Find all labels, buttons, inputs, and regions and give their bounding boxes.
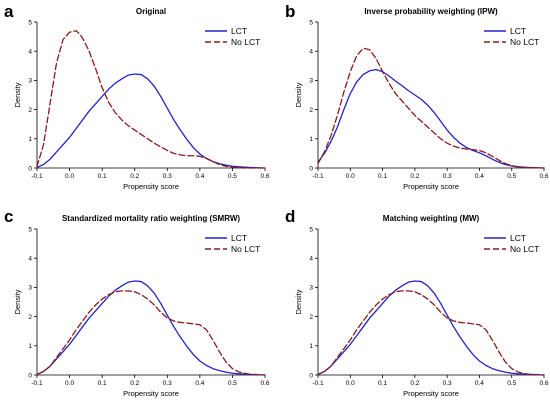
x-tick-label: 0.2 [130,380,139,387]
panel-title: Original [136,7,166,16]
y-tick-label: 5 [28,19,32,26]
x-tick-label: 0.4 [475,380,484,387]
x-tick-label: 0.1 [98,380,107,387]
y-tick-label: 0 [28,372,32,379]
y-tick-label: 0 [28,165,32,172]
series-line-no-lct [317,290,545,376]
y-axis-label: Density [13,289,22,314]
panel-letter: d [285,207,295,226]
legend-label: No LCT [231,37,260,47]
legend-label: LCT [510,26,526,36]
x-tick-label: 0.2 [410,173,419,180]
series-line-no-lct [317,47,545,169]
x-tick-label: 0.5 [228,380,237,387]
x-tick-label: -0.1 [31,173,43,180]
y-tick-label: 1 [309,343,313,350]
y-tick-label: 1 [309,136,313,143]
y-tick-label: 5 [309,226,313,233]
series-line-no-lct [36,290,266,376]
legend-label: No LCT [510,37,539,47]
x-tick-label: 0.6 [260,380,269,387]
y-tick-label: 1 [28,136,32,143]
series-line-lct [36,280,266,376]
y-axis-label: Density [294,82,303,107]
x-tick-label: 0.0 [346,173,355,180]
panel-a: a Original 0 1 2 3 4 5 -0.1 0.0 0.1 0.2 0.3 0.4 0.5 0.6… [4,2,270,191]
legend-label: LCT [510,233,526,243]
y-tick-label: 2 [309,107,313,114]
x-tick-label: 0.2 [410,380,419,387]
x-tick-label: 0.3 [443,380,452,387]
x-axis-label: Propensity score [403,389,459,398]
y-tick-label: 2 [309,314,313,321]
series-line-lct [317,68,545,169]
y-axis-label: Density [13,82,22,107]
x-axis-label: Propensity score [403,182,459,191]
y-tick-label: 4 [28,256,32,263]
panel-title: Matching weighting (MW) [383,214,480,223]
panel-d: d Matching weighting (MW) 0 1 2 3 4 5 -0.1 0.0 0.1… [285,207,549,398]
y-tick-label: 4 [309,49,313,56]
x-tick-label: 0.3 [163,380,172,387]
x-tick-label: 0.3 [163,173,172,180]
y-tick-label: 2 [28,314,32,321]
y-tick-label: 3 [28,285,32,292]
x-tick-label: -0.1 [31,380,43,387]
series-line-lct [36,73,266,169]
x-tick-label: -0.1 [312,173,324,180]
x-tick-label: 0.0 [346,380,355,387]
x-tick-label: 0.3 [443,173,452,180]
panel-letter: b [285,2,295,21]
y-tick-label: 1 [28,343,32,350]
legend-label: LCT [231,26,247,36]
panel-letter: c [4,207,13,226]
x-tick-label: 0.2 [130,173,139,180]
x-tick-label: 0.5 [228,173,237,180]
y-tick-label: 3 [309,78,313,85]
y-axis-label: Density [294,289,303,314]
x-axis-label: Propensity score [123,389,179,398]
x-tick-label: 0.5 [507,173,516,180]
panel-title: Inverse probability weighting (IPW) [364,7,498,16]
x-tick-label: 0.1 [378,173,387,180]
x-axis-label: Propensity score [123,182,179,191]
y-tick-label: 4 [309,256,313,263]
series-line-lct [317,280,545,376]
y-tick-label: 5 [309,19,313,26]
panel-c: c Standardized mortality ratio weighting … [4,207,270,398]
x-tick-label: 0.4 [475,173,484,180]
y-tick-label: 5 [28,226,32,233]
series-line-no-lct [36,30,266,169]
y-tick-label: 2 [28,107,32,114]
x-tick-label: 0.4 [195,380,204,387]
x-tick-label: -0.1 [312,380,324,387]
panel-title: Standardized mortality ratio weighting (… [62,214,240,223]
panel-b: b Inverse probability weighting (IPW) 0 1 2 3… [285,2,549,191]
x-tick-label: 0.1 [378,380,387,387]
panel-letter: a [4,2,14,21]
x-tick-label: 0.0 [65,173,74,180]
x-tick-label: 0.0 [65,380,74,387]
y-tick-label: 3 [309,285,313,292]
y-tick-label: 4 [28,49,32,56]
x-tick-label: 0.5 [507,380,516,387]
x-tick-label: 0.1 [98,173,107,180]
x-tick-label: 0.6 [539,173,548,180]
legend-label: No LCT [231,244,260,254]
x-tick-label: 0.6 [539,380,548,387]
y-tick-label: 0 [309,165,313,172]
y-tick-label: 3 [28,78,32,85]
x-tick-label: 0.6 [260,173,269,180]
legend-label: No LCT [510,244,539,254]
x-tick-label: 0.4 [195,173,204,180]
y-tick-label: 0 [309,372,313,379]
legend-label: LCT [231,233,247,243]
